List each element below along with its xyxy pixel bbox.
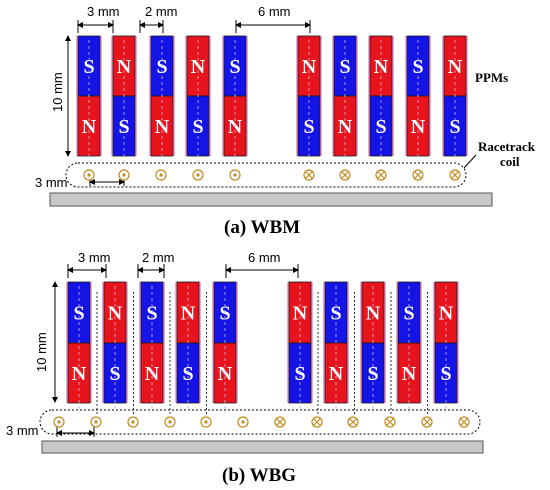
dim-offset-a: 3 mm [35,175,68,190]
conductor-dot [168,420,172,424]
magnet-pole-label: N [145,363,160,385]
ppm-label: PPMs [475,70,508,85]
magnet-pole-label: N [218,363,233,385]
magnet-pole-label: S [294,363,305,385]
conductor-cross [451,171,459,179]
dim-height-a: 10 mm [50,72,65,112]
dim-gap-b: 2 mm [142,250,175,265]
conductor-cross [276,418,284,426]
conductor-dot [57,420,61,424]
magnet-pole-label: N [72,363,87,385]
base-plate-a [49,192,493,207]
dim-group-gap-a: 6 mm [258,4,291,19]
panel-b: 3 mm 2 mm 6 mm 10 mm 3 mm (b) WBG [6,250,484,486]
dim-gap-a: 2 mm [145,4,178,19]
conductor-dot [131,420,135,424]
conductor-cross [349,418,357,426]
conductor-dot [241,420,245,424]
magnet-pole-label: S [182,363,193,385]
conductor-cross [460,418,468,426]
conductor-dot [159,173,163,177]
dim-pitch-a: 3 mm [87,4,120,19]
panel-a: 3 mm 2 mm 6 mm 10 mm 3 mm PPMs Racetrack… [35,4,536,238]
racetrack-coil-outline-a [65,162,467,188]
magnet-pole-label: N [329,363,344,385]
conductor-cross [341,171,349,179]
magnet-pole-label: S [219,303,230,325]
magnet-pole-label: S [367,363,378,385]
conductor-dot [196,173,200,177]
magnet-pole-label: S [440,363,451,385]
magnet-pole-label: N [293,303,308,325]
conductor-dot [94,420,98,424]
dim-group-gap-b: 6 mm [248,250,281,265]
magnet-pole-label: S [73,303,84,325]
caption-a: (a) WBM [224,217,300,238]
magnet-pole-label: N [366,303,381,325]
coil-label: coil [500,154,520,169]
dim-height-b: 10 mm [34,332,49,372]
conductor-cross [377,171,385,179]
conductor-cross [386,418,394,426]
magnet-pole-label: N [439,303,454,325]
magnet-pole-label: S [146,303,157,325]
magnet-pole-label: N [181,303,196,325]
conductor-cross [414,171,422,179]
dim-pitch-b: 3 mm [78,250,111,265]
magnet-pole-label: N [108,303,123,325]
racetrack-coil-outline-b [39,409,481,435]
conductor-dot [122,173,126,177]
coil-conductors-b [53,416,470,428]
magnet-pole-label: S [403,303,414,325]
coil-conductors-a [83,169,461,181]
conductor-dot [233,173,237,177]
caption-b: (b) WBG [222,465,296,486]
magnet-pole-label: S [109,363,120,385]
dim-offset-b: 3 mm [6,423,39,438]
conductor-cross [305,171,313,179]
magnet-pole-label: N [402,363,417,385]
conductor-cross [423,418,431,426]
conductor-dot [204,420,208,424]
racetrack-label: Racetrack [478,139,536,154]
base-plate-b [41,440,484,454]
magnet-pole-label: S [330,303,341,325]
conductor-dot [87,173,91,177]
conductor-cross [313,418,321,426]
